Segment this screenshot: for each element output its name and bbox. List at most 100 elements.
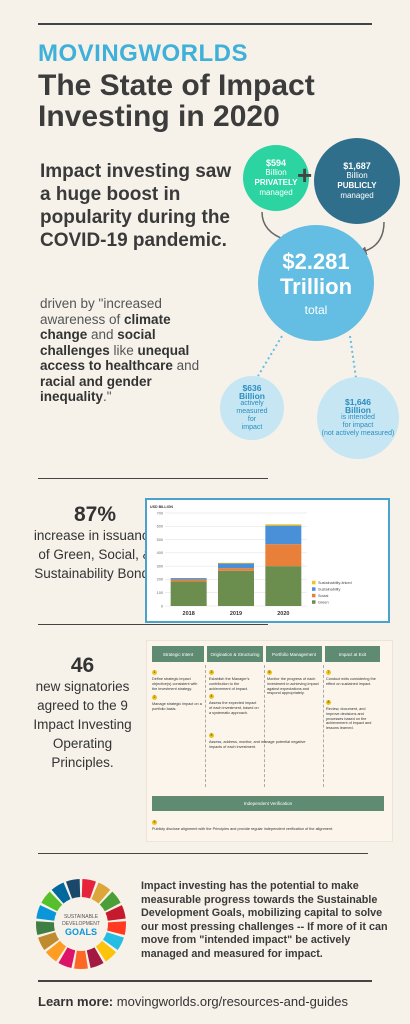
dotted-line-intended xyxy=(349,335,357,379)
top-divider xyxy=(38,23,372,25)
stage-strategic-intent: Strategic Intent xyxy=(152,646,204,662)
chart-bar-sustainability-2020 xyxy=(265,525,302,545)
chart-ytick-label: 200 xyxy=(157,578,163,582)
sdg-wheel-segment xyxy=(81,879,96,899)
divider-1 xyxy=(38,478,268,479)
principle-number: 8 xyxy=(326,700,331,705)
chart-bar-social-2020 xyxy=(265,544,302,567)
principle-text: Assess, address, monitor, and manage pot… xyxy=(209,740,306,749)
principle-number: 4 xyxy=(209,694,214,699)
column-divider xyxy=(205,665,206,787)
footer: Learn more: movingworlds.org/resources-a… xyxy=(38,994,348,1009)
measured-unit: Billion xyxy=(239,391,265,401)
principles-text: new signatories agreed to the 9 Impact I… xyxy=(33,679,132,770)
sdg-wheel-segment xyxy=(86,947,104,968)
chart-xtick-label: 2018 xyxy=(183,611,195,617)
sdg-wheel-segment xyxy=(107,921,126,936)
chart-ytick-label: 700 xyxy=(157,511,163,515)
principle-number: 5 xyxy=(209,733,214,738)
chart-ytick-label: 0 xyxy=(161,604,163,608)
chart-legend-label: Sustainability xyxy=(318,588,340,592)
chart-ytick-label: 400 xyxy=(157,551,163,555)
principle-number: 7 xyxy=(326,670,331,675)
intro-quote: driven by "increased awareness of climat… xyxy=(40,296,215,405)
chart-legend-swatch xyxy=(312,593,316,598)
principle-text: Assess the expected impact of each inves… xyxy=(209,701,259,715)
sdg-wheel-segment xyxy=(51,882,71,904)
chart-xtick-label: 2019 xyxy=(230,611,242,617)
sdg-text: Impact investing has the potential to ma… xyxy=(141,880,388,960)
private-managed-circle: $594 Billion PRIVATELY managed xyxy=(243,145,309,211)
quote-part: and xyxy=(87,327,118,342)
sdg-wheel-segment xyxy=(58,947,76,968)
total-amount: $2.281 xyxy=(282,249,350,274)
sdg-wheel-segment xyxy=(38,932,59,951)
stage-portfolio: Portfolio Management xyxy=(266,646,322,662)
intended-l3: (not actively measured) xyxy=(321,430,395,437)
column-divider xyxy=(323,665,324,787)
principle-text: Review, document, and improve decisions … xyxy=(326,707,372,731)
quote-part: like xyxy=(109,342,138,358)
chart-bar-sustainability-2019 xyxy=(218,563,254,569)
intended-l1: is intended xyxy=(341,414,375,421)
sdg-wheel xyxy=(36,879,126,969)
quote-part: racial and gender inequality xyxy=(40,373,152,405)
private-label: PRIVATELY xyxy=(254,178,298,187)
total-sub: total xyxy=(304,303,328,317)
independent-verification-bar: Independent Verification xyxy=(152,796,384,811)
bonds-chart: USD BILLION 0 100 200 300 400 500 600 700 2018 201… xyxy=(145,498,390,623)
chart-bar-green-2019 xyxy=(218,570,254,606)
bonds-chart-svg: USD BILLION 0 100 200 300 400 500 600 700 2018 201… xyxy=(150,505,352,617)
divider-3 xyxy=(38,853,368,854)
sdg-wheel-segment xyxy=(36,921,55,936)
intended-circle: $1,646 Billion is intended for impact (n… xyxy=(317,377,399,459)
chart-xtick-label: 2020 xyxy=(277,611,289,617)
measured-l1: actively xyxy=(240,400,264,407)
column-divider xyxy=(264,665,265,787)
quote-part: climate change xyxy=(40,311,171,343)
sdg-wheel-segment xyxy=(99,891,121,912)
arrow-public-to-total xyxy=(357,221,385,256)
total-unit: Trillion xyxy=(279,274,353,299)
principle-number: 1 xyxy=(152,670,157,675)
chart-ylabel: USD BILLION xyxy=(150,505,173,509)
intro-headline: Impact investing saw a huge boost in pop… xyxy=(40,161,232,251)
chart-legend-label: Green xyxy=(318,601,329,605)
intended-unit: Billion xyxy=(345,405,371,415)
sdg-wheel-segment xyxy=(41,891,63,912)
chart-bar-sustainability-linked-2020 xyxy=(265,524,302,526)
sdg-wheel-segment xyxy=(74,950,88,969)
chart-ytick-label: 100 xyxy=(157,591,163,595)
principle-number: 3 xyxy=(209,670,214,675)
sdg-logo-line1: SUSTAINABLE xyxy=(64,914,99,920)
principle-text: Establish the Manager's contribution to … xyxy=(209,677,250,691)
chart-bar-social-2018 xyxy=(170,579,207,582)
chart-legend-swatch xyxy=(312,600,316,604)
quote-part: driven by "increased awareness of xyxy=(40,296,162,327)
quote-part: and xyxy=(172,358,200,373)
principle-text: Define strategic impact objective(s) con… xyxy=(152,677,198,691)
chart-ytick-label: 500 xyxy=(157,538,163,542)
chart-bar-green-2018 xyxy=(170,581,207,606)
footer-link[interactable]: movingworlds.org/resources-and-guides xyxy=(116,994,348,1009)
intended-amount: $1,646 xyxy=(345,397,371,407)
principle-text: Manage strategic impact on a portfolio b… xyxy=(152,702,202,711)
public-label: PUBLICLY xyxy=(337,181,377,190)
sdg-wheel-segment xyxy=(91,882,111,904)
principle-number: 6 xyxy=(267,670,272,675)
principles-diagram: Strategic Intent Origination & Structuri… xyxy=(147,641,392,841)
dotted-line-measured xyxy=(257,335,283,377)
intended-l2: for impact xyxy=(342,422,374,429)
sdg-wheel-segment xyxy=(36,905,57,921)
principles-stat: 46 xyxy=(70,654,95,677)
quote-part: ." xyxy=(103,389,112,404)
page-title: The State of Impact Investing in 2020 xyxy=(38,69,315,133)
stage-origination: Origination & Structuring xyxy=(207,646,263,662)
sdg-wheel-segment xyxy=(66,879,81,899)
sdg-wheel-segment xyxy=(45,940,67,962)
public-amount: $1,687 xyxy=(343,161,371,171)
sdg-wheel-segment xyxy=(103,932,124,951)
logo: MOVINGWORLDS xyxy=(38,40,248,67)
bottom-divider xyxy=(38,980,372,982)
principle-number: 9 xyxy=(152,820,157,825)
